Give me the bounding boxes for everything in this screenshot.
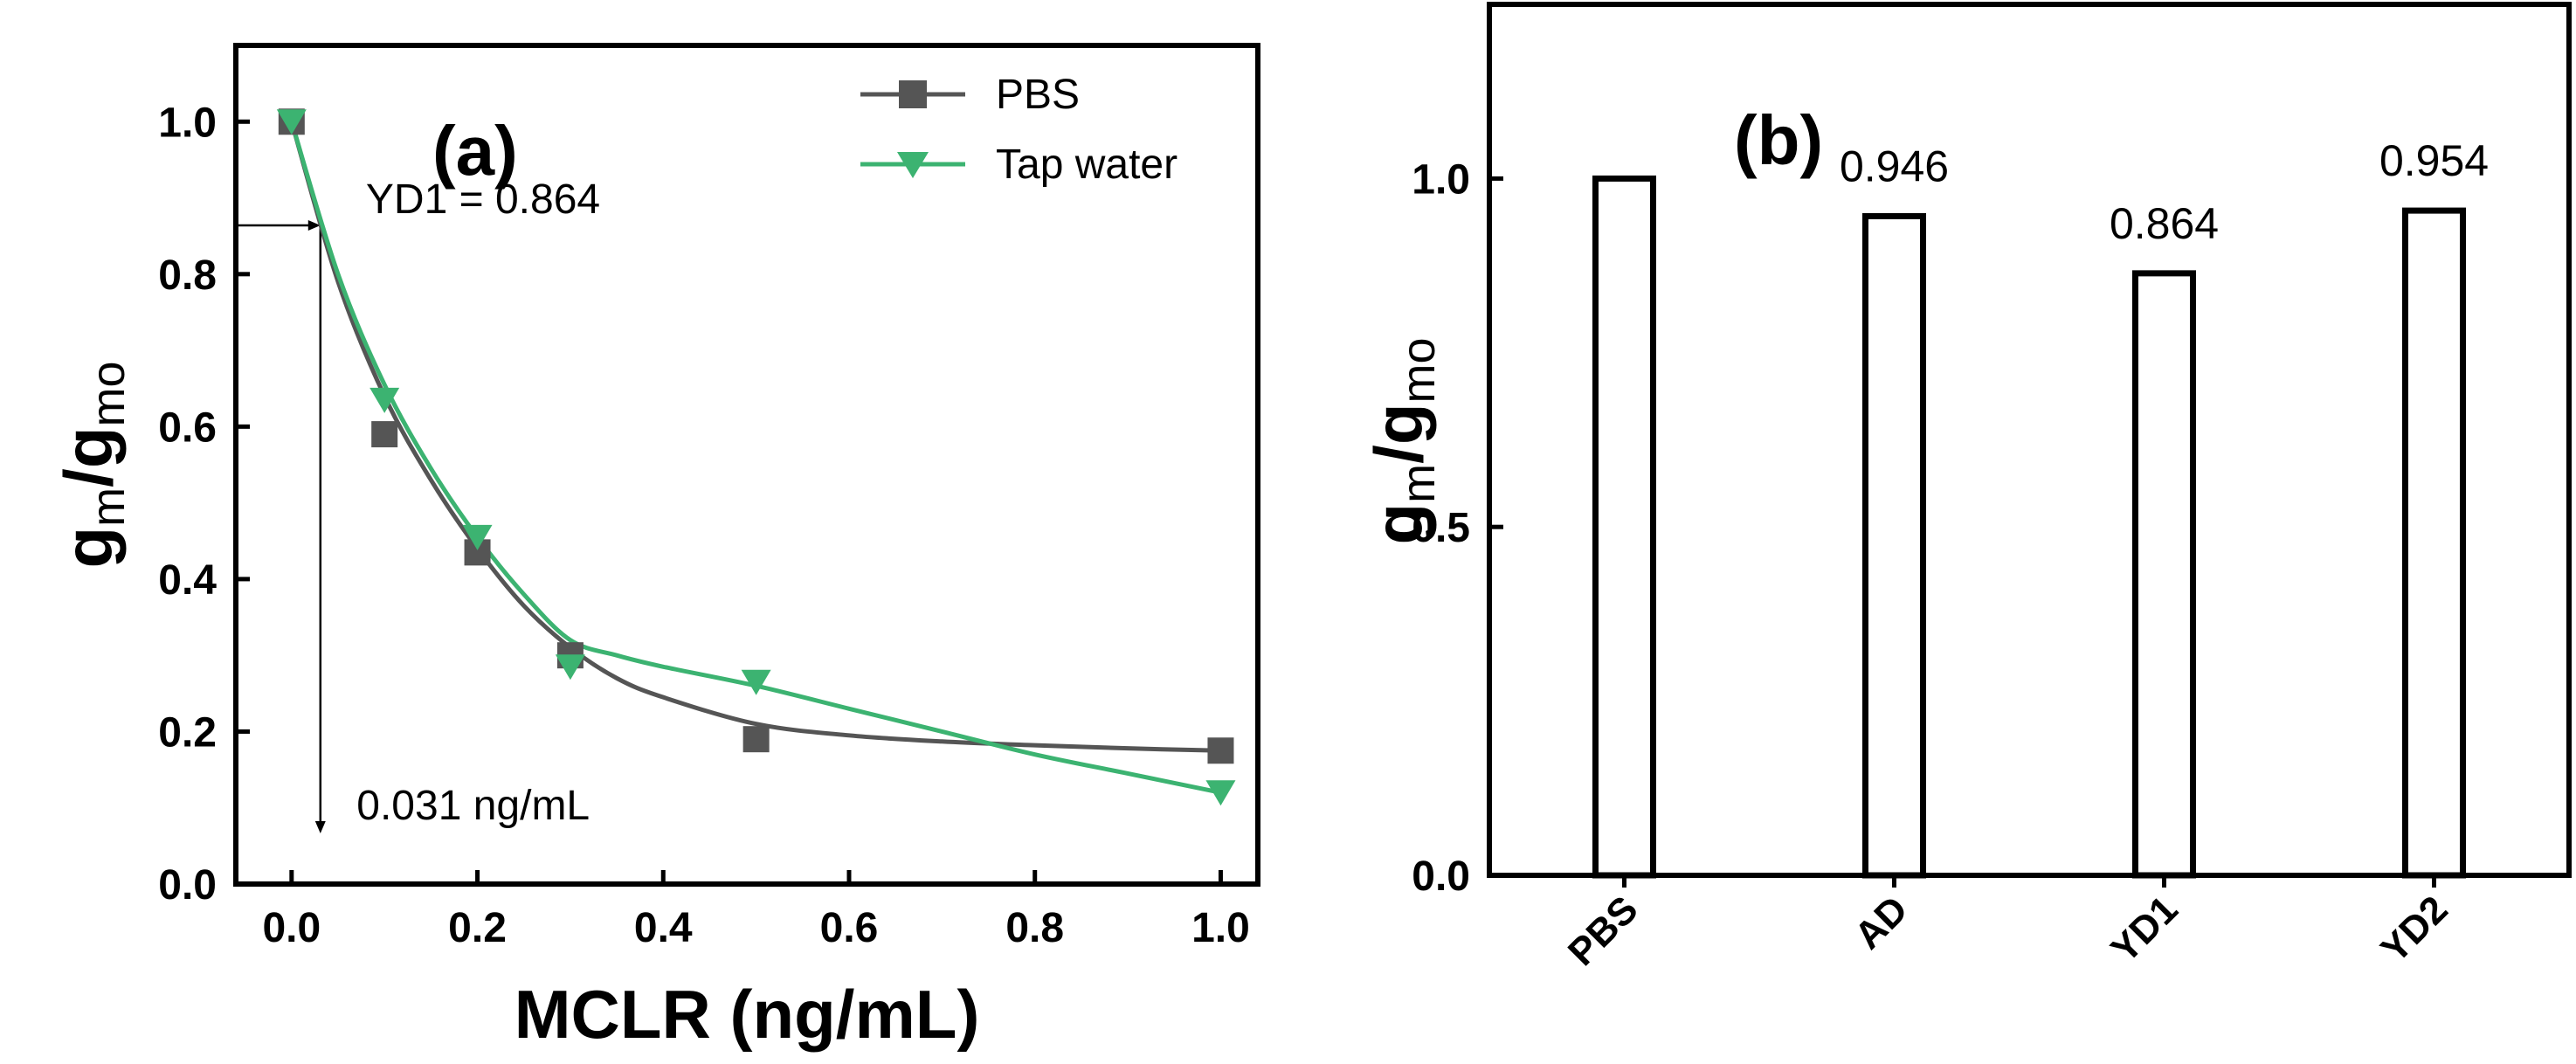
panel-a-label: (a)	[432, 112, 518, 190]
y-tick-label-b: 0.5	[1412, 505, 1470, 551]
data-label-ad: 0.946	[1840, 142, 1949, 190]
data-label-yd1: 0.864	[2110, 199, 2219, 248]
y-tick-label-a: 0.4	[158, 557, 217, 604]
panel-b-bar-chart: 0.0 0.5 1.0 PBS AD YD1 YD2 0.946 0.864 0.954 (b)…	[1360, 2, 2572, 974]
plot-b-frame	[1487, 2, 2572, 878]
tap-water-data-point	[369, 387, 400, 413]
category-label-ad: AD	[1847, 888, 1916, 957]
yd1-annotation: YD1 = 0.864	[366, 176, 600, 223]
category-label-yd1: YD1	[2103, 888, 2186, 971]
x-tick-label-a: 1.0	[1191, 905, 1250, 951]
x-axis-title-a: MCLR (ng/mL)	[515, 976, 980, 1053]
bar-yd2	[2402, 207, 2466, 879]
pbs-data-point	[742, 726, 770, 753]
y-tick-label-b: 1.0	[1412, 156, 1470, 203]
tap-water-data-point	[1205, 780, 1236, 806]
bar-yd1	[2132, 270, 2196, 879]
tap-water-data-point	[741, 669, 771, 695]
legend-pbs-marker	[899, 80, 927, 108]
category-label-pbs: PBS	[1560, 888, 1647, 974]
detection-limit-annotation: 0.031 ng/mL	[356, 783, 590, 829]
category-label-yd2: YD2	[2372, 888, 2455, 971]
legend-tap-marker	[897, 152, 929, 178]
y-tick-label-a: 0.8	[158, 252, 217, 299]
panel-a-line-chart: 0.0 0.2 0.4 0.6 0.8 1.0 0.0 0.2 0.4 0.6 0.8 1.0 (a)…	[50, 43, 1260, 1053]
tap-water-data-point	[555, 654, 585, 681]
y-axis-title-a: gm/gmo	[50, 362, 135, 569]
x-tick-label-a: 0.0	[262, 905, 321, 951]
panel-b-label: (b)	[1734, 101, 1823, 179]
x-tick-label-a: 0.4	[634, 905, 693, 951]
legend-tap-label: Tap water	[996, 142, 1178, 188]
y-axis-title-b: gm/gmo	[1360, 338, 1445, 545]
data-label-yd2: 0.954	[2379, 136, 2489, 185]
x-tick-label-a: 0.6	[820, 905, 879, 951]
y-tick-label-a: 1.0	[158, 100, 217, 146]
y-tick-label-a: 0.6	[158, 404, 217, 451]
guide-horizontal-arrowhead	[307, 219, 321, 231]
bar-ad	[1862, 212, 1926, 879]
tap-water-fit-curve	[289, 121, 1221, 795]
y-tick-label-a: 0.0	[158, 862, 217, 909]
pbs-data-point	[371, 421, 398, 448]
tap-water-data-point	[462, 524, 493, 550]
plot-a-frame	[233, 43, 1260, 887]
x-tick-label-a: 0.2	[448, 905, 507, 951]
legend-pbs-label: PBS	[996, 72, 1080, 118]
legend: PBS Tap water	[860, 72, 1178, 188]
x-tick-label-a: 0.8	[1005, 905, 1064, 951]
y-tick-label-a: 0.2	[158, 709, 217, 756]
guide-vertical-arrowhead	[314, 821, 326, 833]
bar-pbs	[1592, 175, 1656, 879]
pbs-data-point	[1207, 737, 1234, 764]
tap-water-data-point	[276, 109, 307, 135]
y-tick-label-b: 0.0	[1412, 853, 1470, 900]
